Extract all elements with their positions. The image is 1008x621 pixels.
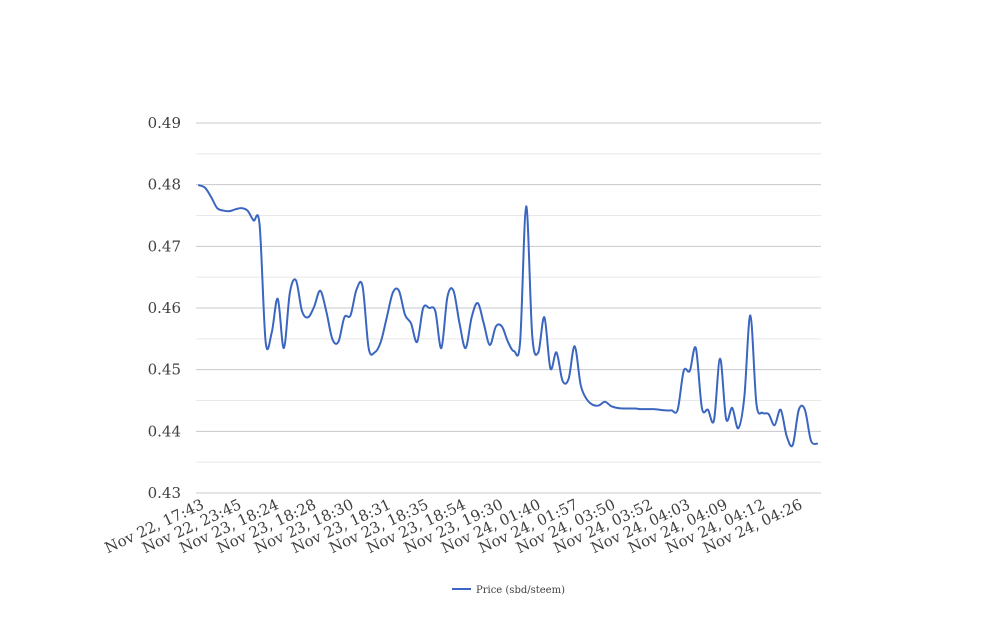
- y-tick-label: 0.48: [148, 176, 181, 194]
- y-axis-ticks: 0.43 0.44 0.45 0.46 0.47 0.48 0.49: [148, 114, 181, 502]
- y-tick-label: 0.45: [148, 361, 181, 379]
- legend: Price (sbd/steem): [452, 585, 565, 596]
- y-tick-label: 0.43: [148, 484, 181, 502]
- series-layer: [198, 184, 818, 448]
- y-tick-label: 0.46: [148, 299, 181, 317]
- series-line: [198, 184, 818, 448]
- y-tick-label: 0.49: [148, 114, 181, 132]
- y-tick-label: 0.44: [148, 422, 181, 440]
- legend-label: Price (sbd/steem): [476, 585, 565, 596]
- y-tick-label: 0.47: [148, 237, 181, 255]
- gridlines: [196, 122, 821, 494]
